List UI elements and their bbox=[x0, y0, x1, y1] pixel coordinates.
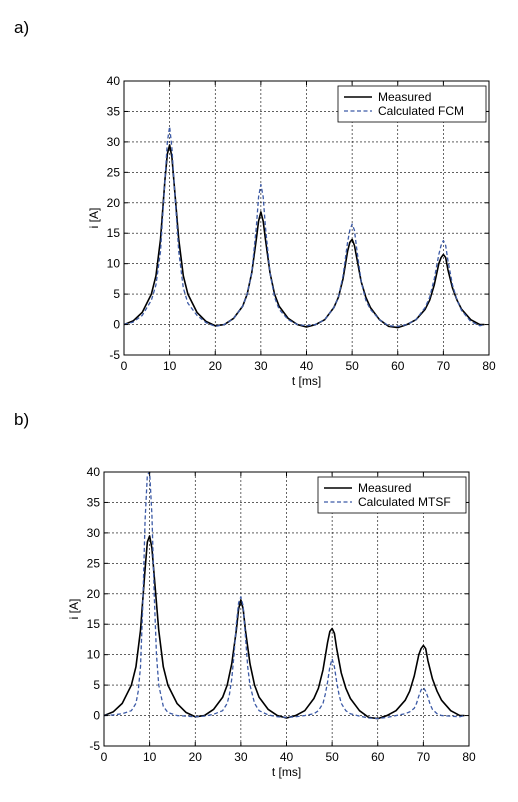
panel-b-xtick-label: 30 bbox=[234, 750, 248, 764]
panel-b-ytick-label: 20 bbox=[87, 587, 101, 601]
panel-a-legend-label-calculated: Calculated FCM bbox=[378, 104, 464, 118]
panel-a-label: a) bbox=[14, 18, 30, 37]
panel-a-xtick-label: 20 bbox=[209, 359, 223, 373]
panel-b-ytick-label: 10 bbox=[87, 648, 101, 662]
panel-a-xtick-label: 0 bbox=[121, 359, 128, 373]
panel-b-xtick-label: 70 bbox=[417, 750, 431, 764]
panel-a-y-axis-label: i [A] bbox=[87, 208, 101, 229]
panel-a-xtick-label: 70 bbox=[437, 359, 451, 373]
panel-b-xtick-label: 20 bbox=[189, 750, 203, 764]
panel-a-ytick-label: 30 bbox=[107, 135, 121, 149]
panel-b-ytick-label: 30 bbox=[87, 526, 101, 540]
panel-b-y-axis-label: i [A] bbox=[67, 599, 81, 620]
panel-a-legend-label-measured: Measured bbox=[378, 90, 431, 104]
panel-b-ytick-label: 5 bbox=[93, 678, 100, 692]
panel-b-xtick-label: 80 bbox=[462, 750, 476, 764]
panel-a-xtick-label: 60 bbox=[391, 359, 405, 373]
panel-a-ytick-label: 0 bbox=[113, 318, 120, 332]
panel-a-ytick-label: 10 bbox=[107, 257, 121, 271]
panel-b-legend-box bbox=[317, 476, 467, 514]
panel-a-xtick-label: 80 bbox=[482, 359, 496, 373]
panel-b-xtick-label: 0 bbox=[101, 750, 108, 764]
panel-a-series-calculated-line bbox=[123, 126, 485, 328]
panel-a-xtick-label: 30 bbox=[254, 359, 268, 373]
panel-b-label: b) bbox=[14, 410, 30, 429]
panel-a-ytick-label: 25 bbox=[107, 165, 121, 179]
panel-b-xtick-label: 50 bbox=[325, 750, 339, 764]
panel-b-ytick-label: 15 bbox=[87, 617, 101, 631]
panel-a-ytick-label: 5 bbox=[113, 287, 120, 301]
panel-a-ytick-label: 40 bbox=[107, 74, 121, 88]
panel-b-xtick-label: 40 bbox=[280, 750, 294, 764]
panel-a-xtick-label: 40 bbox=[300, 359, 314, 373]
panel-b-series-calculated-line bbox=[103, 471, 465, 720]
panel-b-legend-label-measured: Measured bbox=[358, 481, 411, 495]
panel-a-ytick-label: 35 bbox=[107, 104, 121, 118]
panel-b-xtick-label: 60 bbox=[371, 750, 385, 764]
panel-a-ytick-label: 20 bbox=[107, 196, 121, 210]
panel-a-legend-box bbox=[337, 85, 487, 123]
panel-b-ytick-label: 40 bbox=[87, 465, 101, 479]
panel-b-ytick-label: -5 bbox=[89, 739, 100, 753]
panel-a-x-axis-label: t [ms] bbox=[292, 374, 321, 388]
panel-a-xtick-label: 10 bbox=[163, 359, 177, 373]
panel-b-legend-label-calculated: Calculated MTSF bbox=[358, 495, 451, 509]
panel-a-ytick-label: -5 bbox=[109, 348, 120, 362]
panel-a-ytick-label: 15 bbox=[107, 226, 121, 240]
panel-b-xtick-label: 10 bbox=[143, 750, 157, 764]
panel-b-ytick-label: 35 bbox=[87, 495, 101, 509]
panel-a-xtick-label: 50 bbox=[345, 359, 359, 373]
panel-b-x-axis-label: t [ms] bbox=[272, 765, 301, 779]
panel-b-ytick-label: 0 bbox=[93, 709, 100, 723]
panel-b-ytick-label: 25 bbox=[87, 556, 101, 570]
